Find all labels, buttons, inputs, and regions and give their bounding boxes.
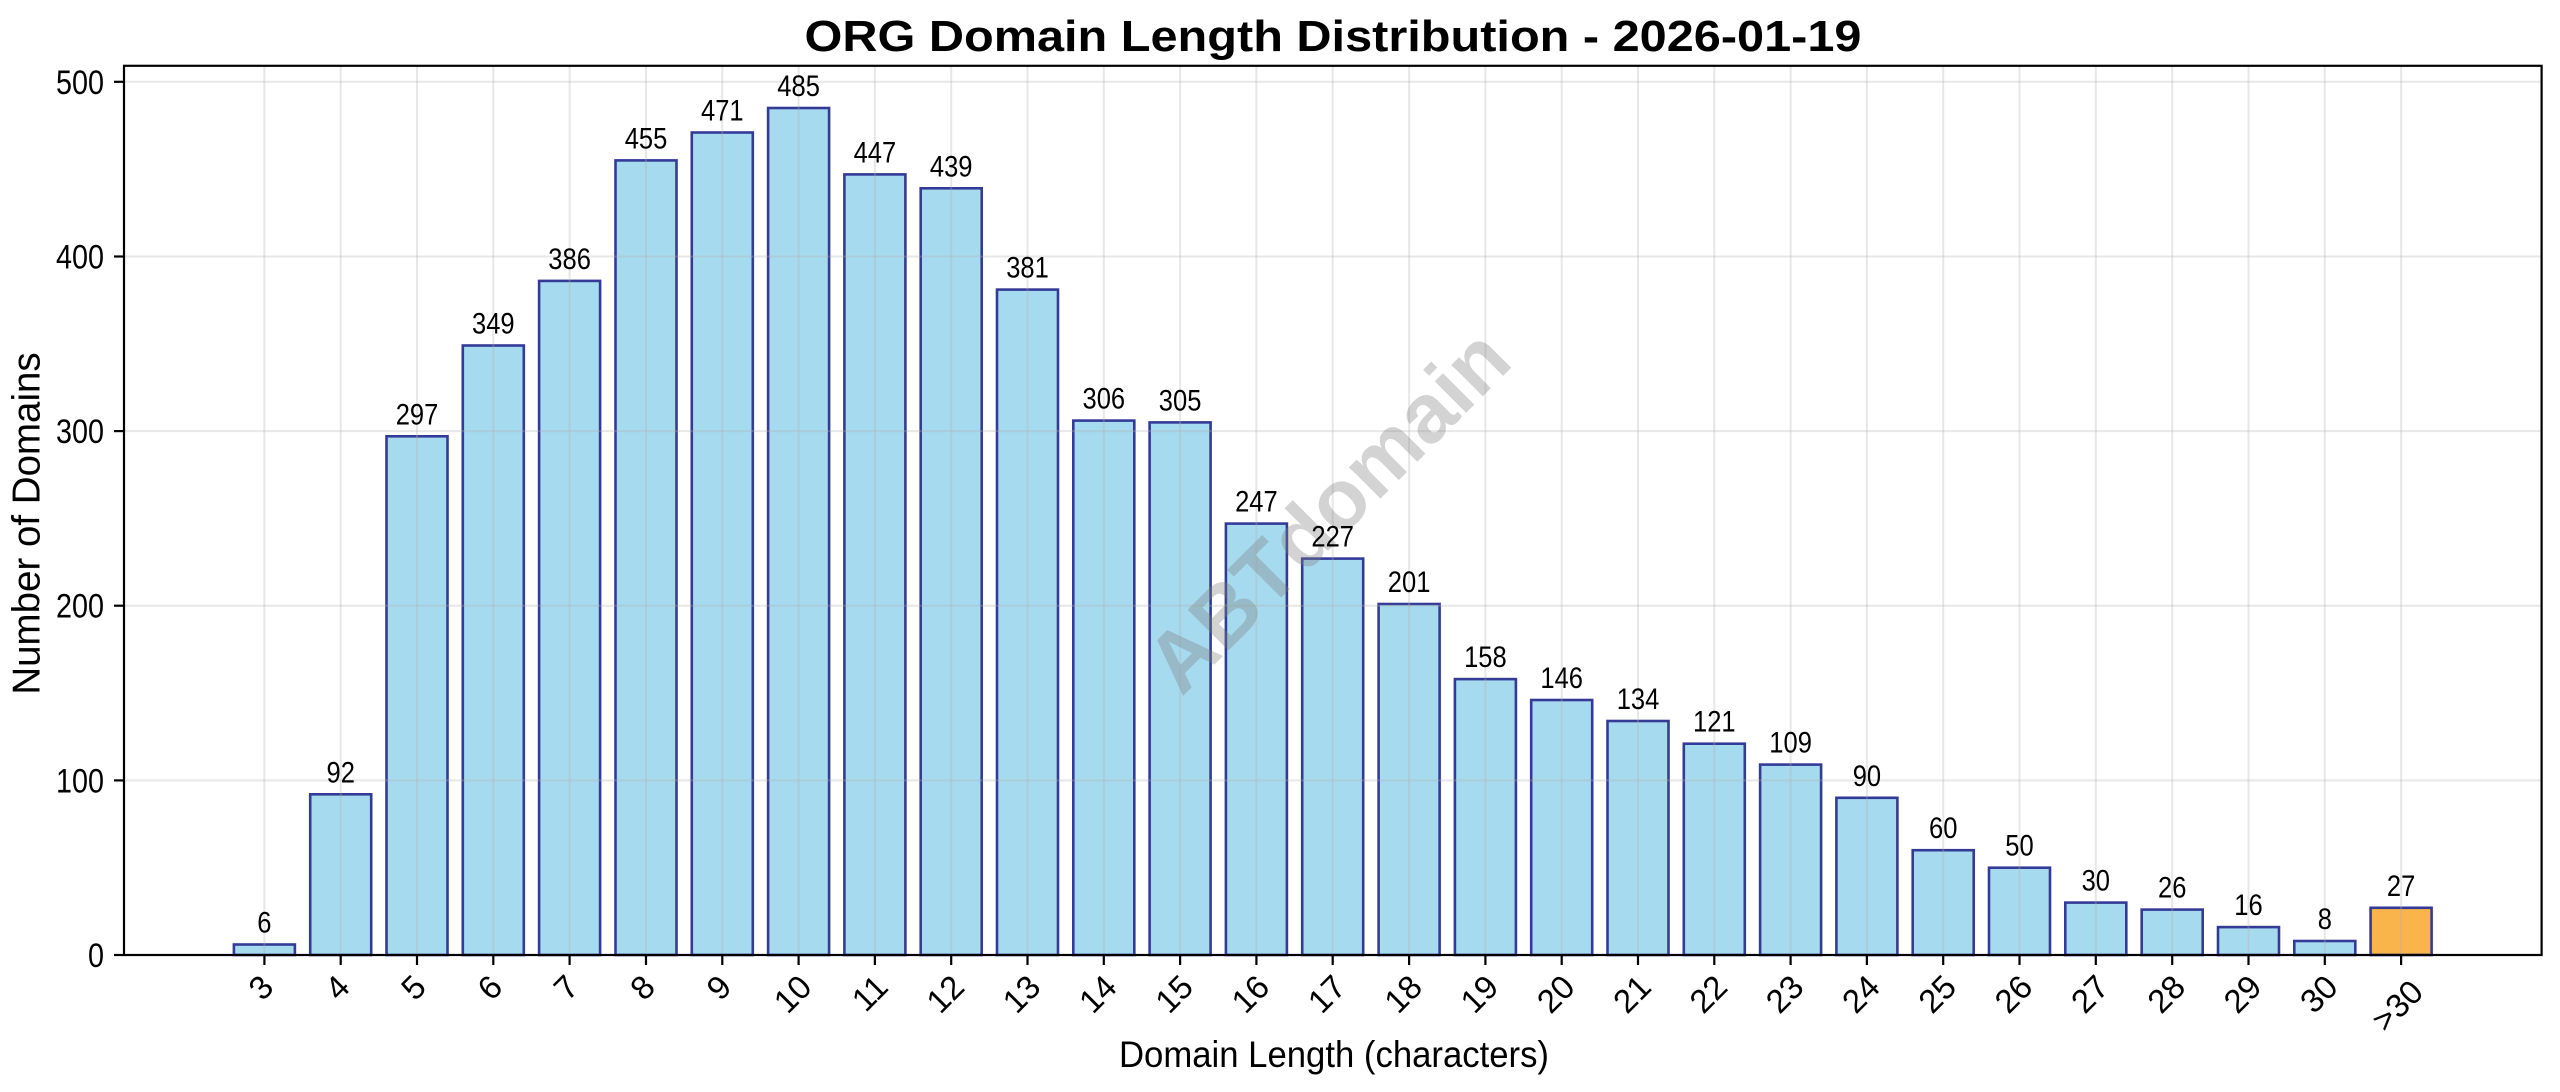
svg-text:92: 92 [327, 756, 355, 789]
svg-text:200: 200 [56, 588, 104, 626]
svg-text:26: 26 [2158, 872, 2186, 905]
svg-text:121: 121 [1693, 706, 1736, 739]
svg-text:447: 447 [854, 136, 897, 169]
svg-text:134: 134 [1617, 683, 1660, 716]
svg-text:146: 146 [1540, 662, 1583, 695]
svg-text:6: 6 [257, 907, 271, 940]
svg-text:8: 8 [2318, 903, 2332, 936]
svg-text:305: 305 [1159, 384, 1202, 417]
svg-text:60: 60 [1929, 812, 1957, 845]
svg-text:30: 30 [2082, 865, 2110, 898]
svg-text:386: 386 [548, 243, 591, 276]
svg-text:ORG Domain Length Distribution: ORG Domain Length Distribution - 2026-01… [805, 13, 1862, 61]
svg-text:485: 485 [777, 70, 820, 103]
svg-text:16: 16 [2234, 889, 2262, 922]
svg-text:0: 0 [88, 937, 104, 975]
svg-text:100: 100 [56, 762, 104, 800]
svg-text:439: 439 [930, 150, 973, 183]
svg-text:349: 349 [472, 308, 515, 341]
svg-text:300: 300 [56, 413, 104, 451]
svg-text:109: 109 [1769, 727, 1812, 760]
svg-text:201: 201 [1388, 566, 1431, 599]
svg-text:247: 247 [1235, 486, 1278, 519]
svg-text:158: 158 [1464, 641, 1507, 674]
svg-text:Number of Domains: Number of Domains [6, 352, 49, 694]
svg-text:50: 50 [2005, 830, 2033, 863]
svg-text:455: 455 [625, 122, 668, 155]
svg-text:471: 471 [701, 95, 744, 128]
svg-text:500: 500 [56, 64, 104, 102]
svg-text:400: 400 [56, 239, 104, 277]
svg-text:306: 306 [1083, 383, 1126, 416]
svg-text:227: 227 [1311, 521, 1354, 554]
svg-text:Domain Length (characters): Domain Length (characters) [1119, 1034, 1549, 1075]
svg-text:27: 27 [2387, 870, 2415, 903]
svg-text:381: 381 [1006, 252, 1049, 285]
svg-text:297: 297 [396, 398, 439, 431]
svg-text:90: 90 [1853, 760, 1881, 793]
